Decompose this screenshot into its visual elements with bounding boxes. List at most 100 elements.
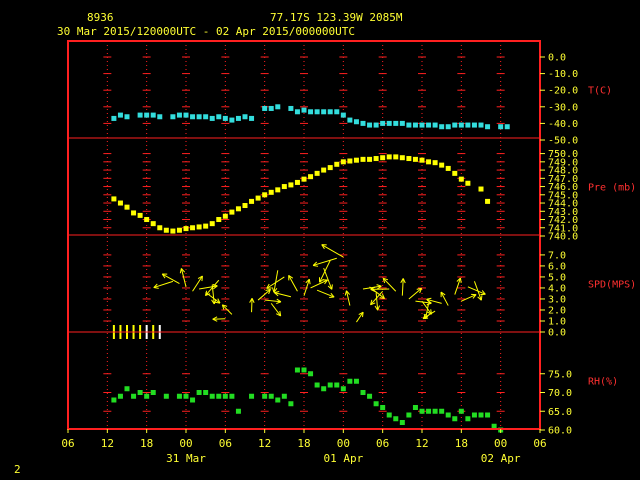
data-point-pressure [216, 217, 222, 223]
y-tick-label: 0.0 [548, 53, 566, 64]
data-point-rh [275, 397, 281, 403]
y-tick-label: 745.0 [548, 190, 578, 201]
data-point-temperature [347, 117, 353, 123]
data-point-temperature [399, 120, 405, 126]
data-point-pressure [268, 189, 274, 195]
data-point-pressure [209, 221, 215, 227]
data-point-pressure [485, 198, 491, 204]
data-point-pressure [196, 224, 202, 230]
data-point-pressure [157, 225, 163, 231]
y-tick-label: 5.0 [548, 272, 566, 283]
y-tick-label: 748.0 [548, 166, 578, 177]
wind-arrow [344, 290, 351, 306]
data-point-rh [347, 378, 353, 384]
data-point-pressure [334, 161, 340, 167]
data-point-pressure [249, 198, 255, 204]
data-point-rh [281, 393, 287, 399]
wind-arrow [266, 276, 285, 289]
data-point-rh [445, 412, 451, 418]
data-point-temperature [406, 122, 412, 128]
data-point-rh [262, 393, 268, 399]
data-point-temperature [445, 124, 451, 130]
data-point-rh [353, 378, 359, 384]
data-point-pressure [275, 187, 281, 193]
data-point-rh [406, 412, 412, 418]
data-point-pressure [131, 210, 137, 216]
data-point-temperature [294, 109, 300, 115]
x-tick-label: 18 [455, 437, 468, 450]
wind-arrow [303, 278, 311, 296]
data-point-rh [478, 412, 484, 418]
wind-arrow [440, 291, 449, 306]
data-point-pressure [380, 155, 386, 161]
data-point-pressure [281, 184, 287, 190]
data-point-pressure [393, 154, 399, 160]
data-point-rh [150, 390, 156, 395]
data-point-temperature [144, 112, 150, 118]
data-point-temperature [209, 115, 215, 121]
data-point-rh [308, 371, 314, 377]
data-point-rh [131, 393, 137, 399]
data-point-pressure [255, 195, 261, 201]
data-point-rh [144, 393, 150, 399]
data-point-temperature [321, 109, 327, 115]
data-point-rh [380, 405, 386, 410]
data-point-rh [465, 416, 471, 422]
data-point-pressure [412, 156, 418, 162]
data-point-temperature [124, 114, 130, 120]
data-point-temperature [176, 112, 182, 118]
y-tick-label: 747.0 [548, 174, 578, 185]
data-point-pressure [452, 170, 458, 176]
data-point-temperature [386, 120, 392, 126]
data-point-rh [183, 393, 189, 399]
y-tick-label: -20.0 [548, 86, 578, 97]
wind-arrow [370, 290, 384, 306]
wind-arrow [316, 289, 335, 298]
x-date-label: 02 Apr [481, 452, 521, 465]
data-point-pressure [458, 176, 464, 182]
wind-arrow [204, 279, 220, 297]
data-point-rh [471, 412, 477, 418]
data-point-temperature [498, 124, 504, 130]
data-point-temperature [419, 122, 425, 128]
data-point-temperature [268, 105, 274, 111]
data-point-pressure [288, 182, 294, 188]
y-tick-label: 0.0 [548, 328, 566, 339]
wind-arrow [318, 260, 331, 283]
wind-arrow [264, 298, 282, 305]
panel-label-temperature: T(C) [588, 86, 612, 97]
y-tick-label: 75.0 [548, 369, 572, 380]
y-tick-label: 743.0 [548, 207, 578, 218]
data-point-rh [137, 390, 143, 395]
wind-arrow [249, 297, 255, 313]
y-tick-label: 65.0 [548, 407, 572, 418]
data-point-temperature [465, 122, 471, 128]
data-point-rh [117, 393, 123, 399]
y-tick-label: 60.0 [548, 426, 572, 437]
data-point-rh [373, 401, 379, 407]
data-point-rh [203, 390, 209, 395]
wind-arrow [221, 304, 233, 315]
wind-arrow [374, 292, 381, 311]
data-point-pressure [235, 206, 241, 212]
data-point-pressure [308, 174, 314, 180]
data-point-temperature [150, 112, 156, 118]
wind-arrow [422, 310, 436, 320]
data-point-temperature [340, 112, 346, 118]
wind-arrow [473, 281, 483, 301]
y-tick-label: 750.0 [548, 149, 578, 160]
wind-arrow [270, 303, 282, 317]
data-point-rh [235, 408, 241, 414]
data-point-pressure [150, 221, 156, 227]
data-point-temperature [288, 105, 294, 111]
data-point-rh [288, 401, 294, 407]
data-point-pressure [190, 225, 196, 231]
x-tick-label: 00 [494, 437, 507, 450]
data-point-pressure [170, 228, 176, 234]
x-date-label: 01 Apr [323, 452, 363, 465]
panel-label-wind: SPD(MPS) [588, 280, 636, 291]
data-point-temperature [275, 104, 281, 110]
data-point-pressure [229, 209, 235, 215]
data-point-rh [386, 412, 392, 418]
data-point-pressure [203, 223, 209, 229]
